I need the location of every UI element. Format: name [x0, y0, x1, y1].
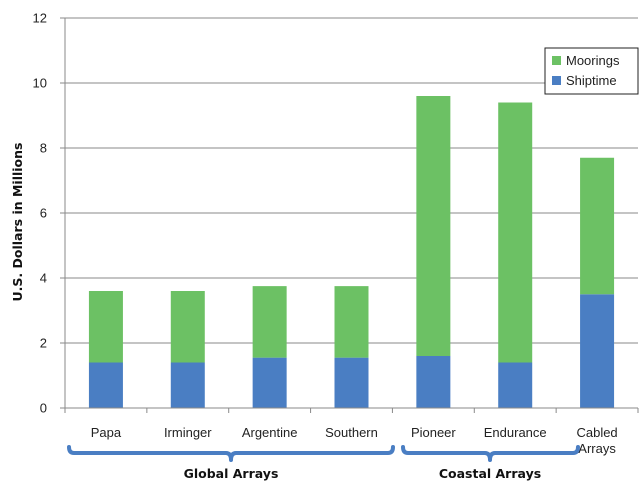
axes: [60, 17, 639, 413]
category-label-pioneer: Pioneer: [411, 425, 456, 440]
bars: [88, 96, 615, 408]
category-labels: Papa Irminger Argentine Southern Pioneer Endu…: [91, 425, 618, 456]
bar-southern-shiptime: [334, 357, 369, 408]
category-label-irminger: Irminger: [164, 425, 212, 440]
bar-endurance-shiptime: [498, 362, 533, 408]
legend-label-moorings: Moorings: [566, 53, 620, 68]
group-brackets: Global Arrays Coastal Arrays: [67, 445, 580, 481]
bar-papa-shiptime: [88, 362, 123, 408]
category-label-endurance: Endurance: [484, 425, 547, 440]
legend-box: [544, 47, 639, 95]
y-axis-title: U.S. Dollars in Millions: [10, 143, 25, 302]
bar-argentine-moorings: [252, 286, 287, 358]
bar-cabled-arrays-shiptime: [580, 294, 615, 408]
bar-endurance-moorings: [498, 102, 533, 363]
legend: Moorings Shiptime: [544, 47, 639, 95]
gridlines: [65, 17, 638, 344]
legend-swatch-shiptime: [552, 76, 561, 85]
bar-papa-moorings: [88, 291, 123, 363]
legend-swatch-moorings: [552, 56, 561, 65]
bar-irminger-shiptime: [170, 362, 205, 408]
bracket-global-arrays: [67, 445, 395, 462]
y-tick-label-2: 2: [40, 336, 47, 351]
bar-pioneer-shiptime: [416, 356, 451, 408]
bracket-coastal-arrays: [401, 445, 580, 462]
group-label-global-arrays: Global Arrays: [184, 466, 279, 481]
bar-pioneer-moorings: [416, 96, 451, 356]
y-tick-label-0: 0: [40, 401, 47, 416]
group-label-coastal-arrays: Coastal Arrays: [439, 466, 541, 481]
bar-argentine-shiptime: [252, 357, 287, 408]
legend-label-shiptime: Shiptime: [566, 73, 617, 88]
bar-cabled-arrays-moorings: [580, 157, 615, 295]
y-tick-label-6: 6: [40, 206, 47, 221]
category-label-southern: Southern: [325, 425, 378, 440]
y-tick-label-12: 12: [33, 11, 47, 26]
category-label-papa: Papa: [91, 425, 122, 440]
category-label-cabled-arrays: Cabled Arrays: [576, 425, 617, 456]
y-tick-label-10: 10: [33, 76, 47, 91]
category-label-argentine: Argentine: [242, 425, 298, 440]
y-tick-label-4: 4: [40, 271, 47, 286]
y-tick-labels: 0 2 4 6 8 10 12: [33, 11, 47, 416]
y-tick-label-8: 8: [40, 141, 47, 156]
bar-irminger-moorings: [170, 291, 205, 363]
bar-southern-moorings: [334, 286, 369, 358]
